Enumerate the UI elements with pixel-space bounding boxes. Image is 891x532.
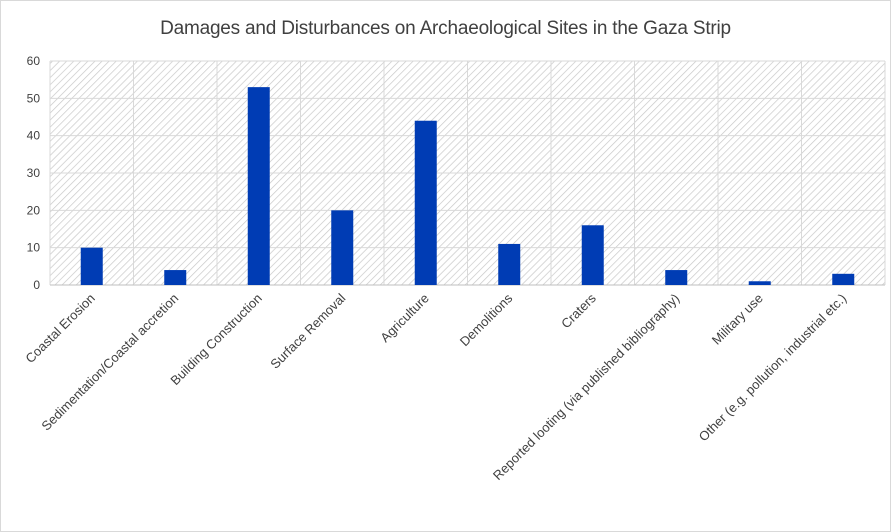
x-category-label: Demolitions	[457, 290, 516, 349]
y-tick-label: 30	[27, 166, 41, 180]
bar	[581, 225, 604, 285]
x-category-label: Surface Removal	[267, 290, 348, 371]
x-category-label: Sedimentation/Coastal accretion	[38, 291, 181, 434]
y-tick-label: 50	[27, 91, 41, 105]
y-tick-label: 40	[27, 129, 41, 143]
x-category-label: Craters	[558, 290, 599, 331]
chart-title: Damages and Disturbances on Archaeologic…	[160, 18, 731, 39]
x-category-label: Agriculture	[377, 291, 432, 346]
bar	[331, 210, 354, 285]
x-category-label: Military use	[709, 291, 766, 348]
x-category-label: Building Construction	[167, 291, 264, 388]
y-tick-label: 0	[33, 278, 40, 292]
x-category-label: Other (e.g. pollution, industrial etc.)	[696, 291, 850, 445]
bar	[498, 243, 521, 285]
bar	[164, 270, 187, 285]
bar	[748, 281, 771, 285]
bar	[665, 270, 688, 285]
y-tick-label: 10	[27, 241, 41, 255]
bar	[80, 247, 103, 285]
y-tick-label: 60	[27, 54, 41, 68]
y-tick-label: 20	[27, 203, 41, 217]
bar	[247, 87, 270, 285]
bar	[832, 273, 855, 285]
bar	[414, 120, 437, 285]
x-category-label: Reported looting (via published bibliogr…	[490, 291, 683, 484]
x-category-label: Coastal Erosion	[22, 291, 98, 367]
